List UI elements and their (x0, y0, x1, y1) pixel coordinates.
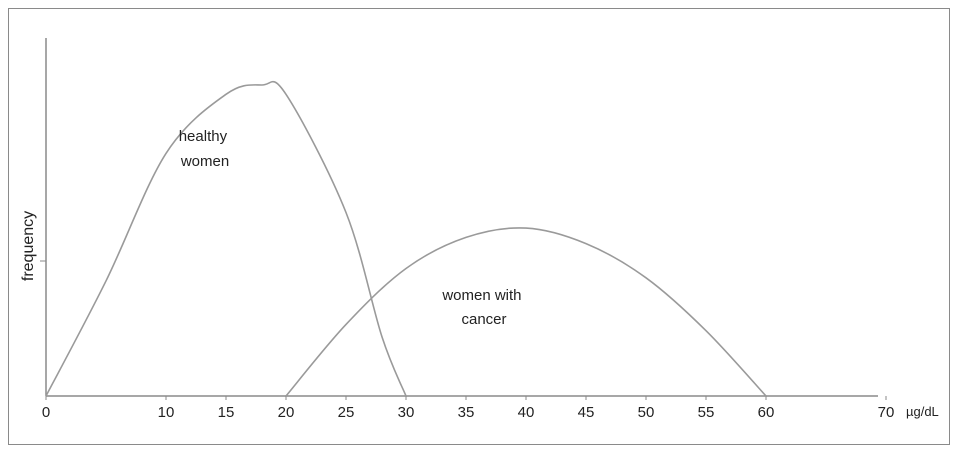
women-with-cancer-label-line-1: women with (441, 287, 521, 304)
x-tick-label: 45 (578, 404, 595, 421)
x-tick-label: 15 (218, 404, 235, 421)
x-tick-label: 30 (398, 404, 415, 421)
women-with-cancer-label-line-2: cancer (461, 311, 506, 328)
x-tick-label: 35 (458, 404, 475, 421)
healthy-women-curve (45, 80, 407, 397)
chart-frame (8, 8, 950, 445)
x-axis-unit-label: µg/dL (906, 404, 939, 419)
x-tick-label: 20 (278, 404, 295, 421)
x-tick-label: 70 (878, 404, 895, 421)
women-with-cancer-label: women with cancer (441, 287, 525, 328)
healthy-women-label-line-2: women (180, 153, 229, 170)
women-with-cancer-curve (285, 227, 767, 397)
healthy-women-label-line-1: healthy (179, 128, 228, 145)
x-tick-label: 10 (158, 404, 175, 421)
series-curves (45, 80, 767, 397)
x-axis-ticks: 0 10 15 20 25 30 35 40 45 50 55 60 70 (42, 396, 895, 421)
x-tick-label: 60 (758, 404, 775, 421)
y-axis-label: frequency (20, 211, 37, 281)
x-tick-label: 0 (42, 404, 50, 421)
x-tick-label: 50 (638, 404, 655, 421)
x-tick-label: 55 (698, 404, 715, 421)
x-tick-label: 40 (518, 404, 535, 421)
healthy-women-label: healthy women (179, 128, 232, 170)
x-tick-label: 25 (338, 404, 355, 421)
